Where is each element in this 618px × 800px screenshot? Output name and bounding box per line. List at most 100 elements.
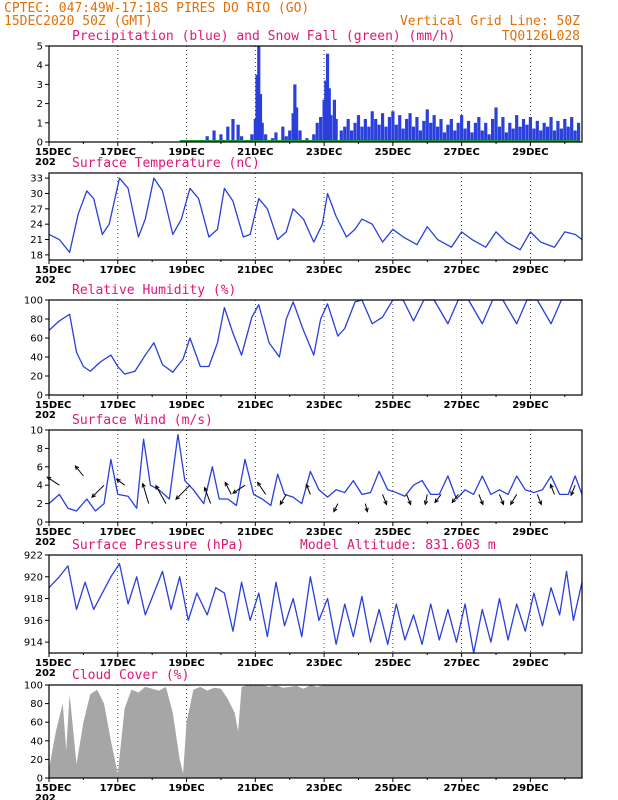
precip-x-tick-label: 15DEC [35, 147, 71, 158]
precip-bar [324, 80, 328, 142]
precip-x-tick-label: 27DEC [443, 147, 479, 158]
precip-bar [442, 132, 447, 142]
precip-bar [226, 126, 230, 142]
header-run-time: 15DEC2020 50Z (GMT) [4, 14, 153, 29]
pres-x-tick-label: 25DEC [375, 658, 411, 669]
wind-arrow-head [74, 465, 80, 471]
precip-bar [466, 120, 471, 142]
precip-x-tick-label: 29DEC [512, 147, 548, 158]
precip-bar [532, 128, 536, 142]
cloud-cover-area [49, 685, 582, 778]
temp-y-tick-label: 24 [30, 220, 43, 231]
precip-bar [408, 113, 412, 142]
precip-bar [332, 99, 337, 142]
wind-y-tick-label: 0 [37, 518, 43, 529]
wind-arrow [536, 494, 542, 505]
cloud-frame [48, 684, 583, 779]
cloud-x-tick-label: 25DEC [375, 783, 411, 794]
precip-bar [425, 109, 429, 142]
rh-y-tick-label: 20 [30, 372, 43, 383]
precip-bar [293, 84, 297, 142]
wind-arrow-head [434, 498, 439, 504]
pres-series-line [48, 563, 583, 654]
precip-bar [429, 122, 433, 142]
precip-y-tick-label: 1 [37, 118, 43, 129]
precip-y-tick-label: 4 [37, 61, 43, 72]
cloud-year-label: 202 [35, 793, 56, 800]
pres-title: Surface Pressure (hPa) [72, 538, 244, 553]
pres-y-tick-label: 914 [24, 638, 43, 649]
rh-y-tick-label: 40 [30, 353, 43, 364]
wind-arrow [232, 484, 246, 494]
precip-x-tick-label: 17DEC [100, 147, 136, 158]
wind-year-label: 202 [35, 537, 56, 548]
wind-arrow [279, 494, 287, 505]
precip-bar [384, 126, 388, 142]
rh-x-tick-label: 25DEC [375, 400, 411, 411]
pres-y-tick-label: 922 [24, 551, 43, 562]
precip-panel: Precipitation (blue) and Snow Fall (gree… [35, 29, 583, 168]
precip-x-tick-label: 23DEC [306, 147, 342, 158]
cloud-y-tick-label: 0 [37, 774, 43, 785]
wind-arrow [333, 503, 339, 512]
rh-x-tick-label: 21DEC [237, 400, 273, 411]
rh-year-label: 202 [35, 410, 56, 421]
wind-panel: Surface Wind (m/s) 0 2 4 6 8 10 15DEC 17DEC 19DEC… [30, 413, 583, 548]
precip-bar [484, 122, 488, 142]
wind-arrow-head [232, 489, 238, 494]
precip-bar [370, 111, 374, 142]
temp-y-tick-label: 21 [30, 235, 43, 246]
wind-y-tick-label: 10 [30, 426, 43, 437]
wind-arrow [424, 494, 428, 505]
wind-arrow-head [333, 507, 338, 513]
wind-arrow [116, 478, 125, 486]
temp-x-tick-label: 21DEC [237, 265, 273, 276]
rh-x-tick-label: 29DEC [512, 400, 548, 411]
wind-arrow [305, 484, 311, 495]
precip-bar [281, 126, 285, 142]
wind-arrow [499, 494, 504, 505]
cloud-y-tick-label: 20 [30, 755, 43, 766]
wind-arrow [91, 484, 105, 498]
rh-y-tick-label: 60 [30, 334, 43, 345]
temp-panel: Surface Temperature (nC) 18 21 24 27 30 33 15DE… [30, 156, 583, 286]
wind-arrow [478, 494, 484, 505]
precip-bar [480, 130, 484, 142]
rh-y-tick-label: 0 [37, 391, 43, 402]
pres-x-tick-label: 21DEC [237, 658, 273, 669]
cloud-y-tick-label: 80 [30, 699, 43, 710]
precip-bar [339, 130, 343, 142]
wind-arrow-head [500, 500, 505, 506]
precip-bar [418, 130, 422, 142]
rh-x-tick-label: 17DEC [100, 400, 136, 411]
precip-bar [497, 126, 502, 142]
precip-bar [334, 118, 338, 142]
wind-arrow-head [224, 481, 229, 487]
wind-arrow-head [279, 500, 284, 506]
precip-bar [315, 122, 319, 142]
wind-arrow-head [175, 495, 180, 501]
temp-x-tick-label: 15DEC [35, 265, 71, 276]
precip-bar [353, 122, 357, 142]
precip-bar [411, 126, 416, 142]
rh-x-tick-label: 19DEC [168, 400, 204, 411]
wind-title: Surface Wind (m/s) [72, 413, 213, 428]
pres-x-tick-label: 15DEC [35, 658, 71, 669]
wind-arrow [142, 483, 150, 504]
precip-bar [350, 130, 354, 142]
precip-bar [219, 134, 223, 142]
wind-arrow-head [451, 498, 456, 504]
temp-x-tick-label: 25DEC [375, 265, 411, 276]
cloud-x-tick-label: 23DEC [306, 783, 342, 794]
wind-arrow [510, 494, 518, 505]
precip-bar [546, 126, 550, 142]
cloud-x-tick-label: 15DEC [35, 783, 71, 794]
precip-bar [501, 117, 505, 142]
precip-bar [274, 132, 278, 142]
rh-y-tick-label: 100 [24, 296, 43, 307]
wind-arrow [74, 465, 84, 477]
precip-bar [490, 118, 495, 142]
precip-bar [391, 111, 395, 142]
precip-bar [508, 122, 512, 142]
